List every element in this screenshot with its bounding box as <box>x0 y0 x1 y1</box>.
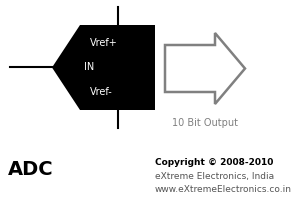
Polygon shape <box>165 33 245 104</box>
Text: www.eXtremeElectronics.co.in: www.eXtremeElectronics.co.in <box>155 185 292 194</box>
Text: Vref+: Vref+ <box>90 38 118 48</box>
Text: eXtreme Electronics, India: eXtreme Electronics, India <box>155 172 274 181</box>
Text: Copyright © 2008-2010: Copyright © 2008-2010 <box>155 158 273 167</box>
Text: 10 Bit Output: 10 Bit Output <box>172 118 238 128</box>
Text: IN: IN <box>84 62 94 73</box>
Text: ADC: ADC <box>8 160 54 179</box>
Polygon shape <box>52 25 155 110</box>
Text: Vref-: Vref- <box>90 87 113 97</box>
